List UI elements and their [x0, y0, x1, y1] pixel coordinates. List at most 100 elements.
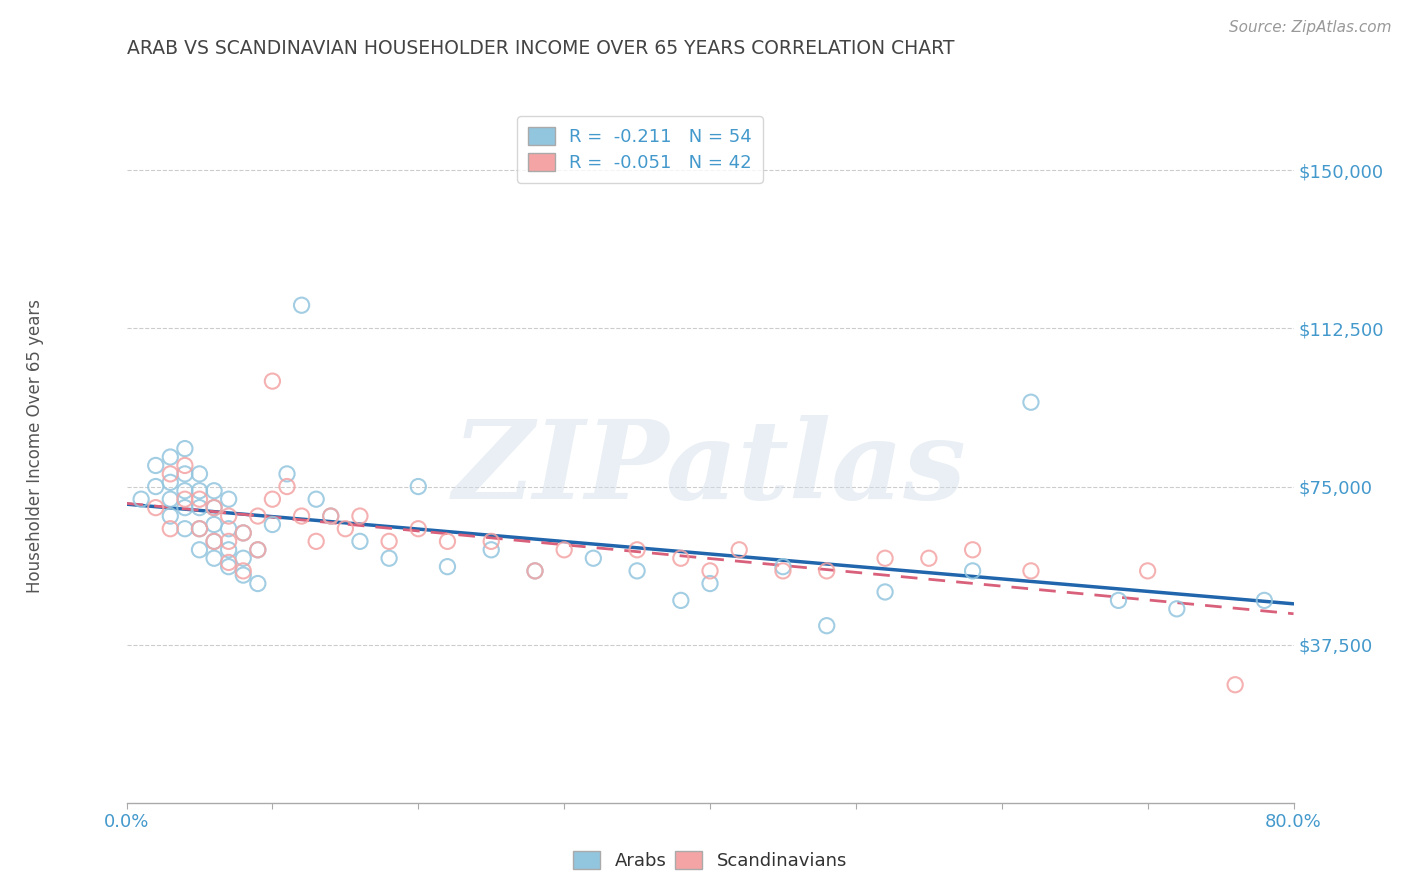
Point — [218, 559, 240, 574]
Point — [962, 542, 984, 557]
Point — [290, 298, 312, 312]
Point — [262, 374, 284, 388]
Point — [582, 551, 605, 566]
Text: ARAB VS SCANDINAVIAN HOUSEHOLDER INCOME OVER 65 YEARS CORRELATION CHART: ARAB VS SCANDINAVIAN HOUSEHOLDER INCOME … — [127, 39, 955, 58]
Point — [159, 492, 181, 507]
Point — [524, 564, 547, 578]
Point — [159, 467, 181, 481]
Point — [669, 593, 692, 607]
Point — [202, 483, 225, 498]
Point — [218, 509, 240, 524]
Point — [174, 492, 197, 507]
Point — [202, 500, 225, 515]
Point — [669, 551, 692, 566]
Point — [159, 450, 181, 464]
Point — [524, 564, 547, 578]
Point — [202, 551, 225, 566]
Point — [626, 564, 648, 578]
Point — [202, 500, 225, 515]
Point — [246, 542, 269, 557]
Point — [962, 564, 984, 578]
Point — [290, 509, 312, 524]
Point — [918, 551, 941, 566]
Point — [1223, 678, 1246, 692]
Point — [218, 492, 240, 507]
Point — [218, 534, 240, 549]
Point — [174, 458, 197, 473]
Point — [1166, 602, 1188, 616]
Point — [145, 500, 167, 515]
Point — [188, 467, 211, 481]
Point — [772, 564, 794, 578]
Point — [1108, 593, 1130, 607]
Point — [436, 559, 458, 574]
Point — [188, 500, 211, 515]
Text: Source: ZipAtlas.com: Source: ZipAtlas.com — [1229, 20, 1392, 35]
Point — [202, 534, 225, 549]
Point — [479, 534, 502, 549]
Point — [319, 509, 342, 524]
Point — [188, 542, 211, 557]
Point — [218, 522, 240, 536]
Point — [129, 492, 152, 507]
Point — [378, 534, 401, 549]
Point — [159, 509, 181, 524]
Point — [232, 551, 254, 566]
Point — [218, 542, 240, 557]
Point — [276, 479, 298, 493]
Point — [1136, 564, 1159, 578]
Point — [349, 509, 371, 524]
Point — [728, 542, 751, 557]
Point — [276, 467, 298, 481]
Point — [174, 442, 197, 456]
Point — [159, 475, 181, 490]
Point — [875, 551, 897, 566]
Point — [174, 483, 197, 498]
Point — [232, 525, 254, 540]
Point — [626, 542, 648, 557]
Point — [815, 618, 838, 632]
Point — [305, 534, 328, 549]
Point — [335, 522, 357, 536]
Point — [1019, 564, 1042, 578]
Point — [202, 534, 225, 549]
Point — [174, 522, 197, 536]
Point — [145, 479, 167, 493]
Point — [232, 525, 254, 540]
Point — [188, 522, 211, 536]
Point — [232, 564, 254, 578]
Point — [479, 542, 502, 557]
Point — [815, 564, 838, 578]
Point — [159, 522, 181, 536]
Point — [232, 568, 254, 582]
Point — [246, 542, 269, 557]
Point — [875, 585, 897, 599]
Point — [188, 492, 211, 507]
Point — [246, 576, 269, 591]
Text: ZIPatlas: ZIPatlas — [453, 415, 967, 523]
Point — [408, 522, 430, 536]
Point — [218, 556, 240, 570]
Point — [378, 551, 401, 566]
Point — [1019, 395, 1042, 409]
Point — [145, 458, 167, 473]
Point — [262, 517, 284, 532]
Point — [553, 542, 575, 557]
Point — [188, 483, 211, 498]
Point — [772, 559, 794, 574]
Point — [349, 534, 371, 549]
Text: Householder Income Over 65 years: Householder Income Over 65 years — [27, 299, 44, 593]
Legend: Arabs, Scandinavians: Arabs, Scandinavians — [565, 844, 855, 877]
Point — [436, 534, 458, 549]
Point — [699, 564, 721, 578]
Point — [188, 522, 211, 536]
Point — [174, 500, 197, 515]
Point — [246, 509, 269, 524]
Point — [174, 467, 197, 481]
Point — [305, 492, 328, 507]
Point — [262, 492, 284, 507]
Point — [202, 517, 225, 532]
Point — [408, 479, 430, 493]
Point — [319, 509, 342, 524]
Point — [699, 576, 721, 591]
